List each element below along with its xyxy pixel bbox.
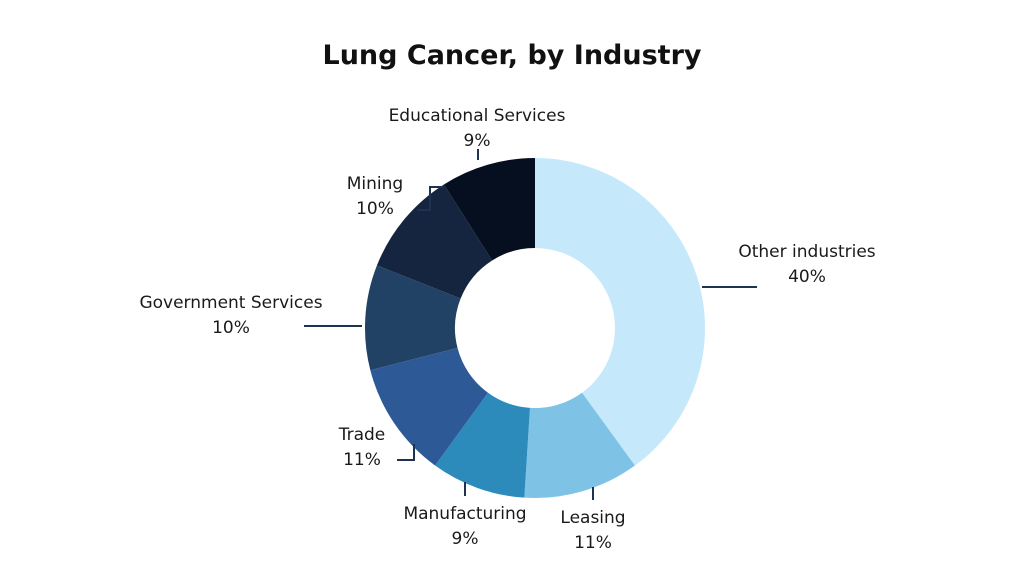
slice-trade (370, 347, 488, 466)
slice-name: Trade (338, 425, 386, 445)
slice-name: Educational Services (388, 106, 566, 126)
slice-percent: 9% (463, 131, 491, 151)
slice-educational-services (443, 158, 535, 261)
slice-name: Leasing (560, 508, 626, 528)
slice-mining (376, 184, 493, 299)
slice-percent: 9% (451, 529, 479, 549)
leader-line (417, 186, 443, 211)
slice-name: Manufacturing (403, 504, 527, 524)
slice-name: Government Services (139, 293, 323, 313)
slice-label-manufacturing: Manufacturing 9% (403, 502, 526, 552)
slice-percent: 10% (356, 199, 394, 219)
slice-label-educational-services: Educational Services 9% (389, 104, 566, 154)
slice-government-services (364, 265, 461, 371)
slice-percent: 11% (343, 450, 381, 470)
slice-label-leasing: Leasing 11% (560, 506, 625, 556)
slice-percent: 11% (574, 533, 612, 553)
slice-name: Other industries (738, 242, 876, 262)
chart-title: Lung Cancer, by Industry (322, 40, 702, 71)
slice-name: Mining (346, 174, 404, 194)
slice-manufacturing (435, 392, 530, 498)
slice-label-mining: Mining 10% (347, 172, 403, 222)
slice-percent: 40% (788, 267, 826, 287)
slice-label-government-services: Government Services 10% (139, 291, 322, 341)
slice-label-trade: Trade 11% (339, 423, 386, 473)
slice-percent: 10% (212, 318, 250, 338)
leader-line (397, 444, 415, 461)
slice-leasing (524, 392, 635, 499)
slice-label-other-industries: Other industries 40% (738, 240, 875, 290)
slice-other-industries (535, 158, 706, 466)
